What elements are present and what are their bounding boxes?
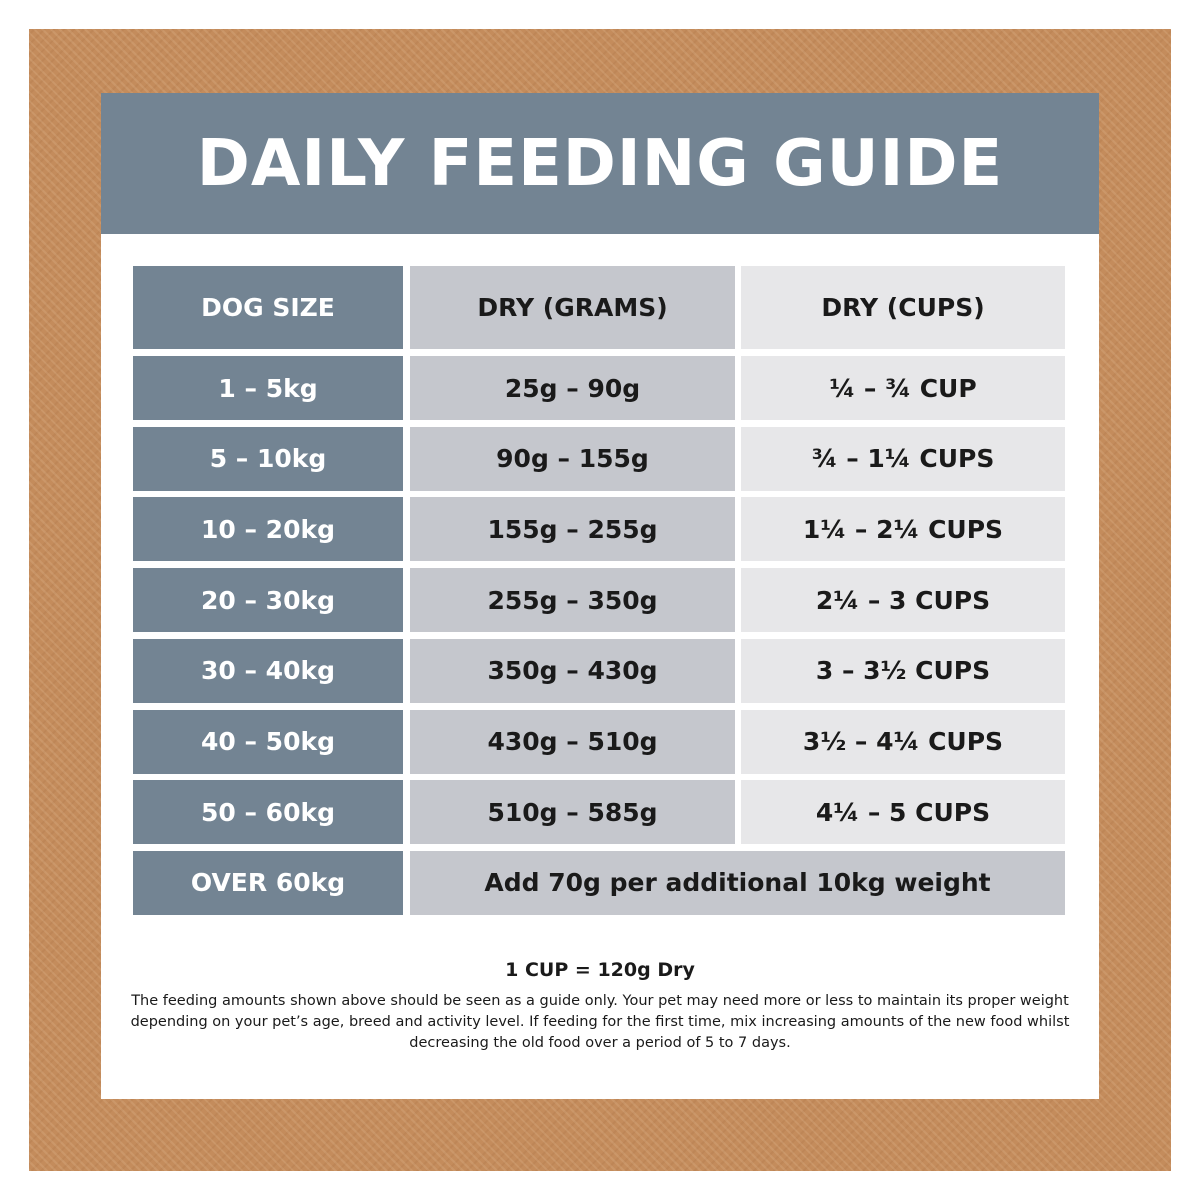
table-cell: 350g – 430g — [410, 638, 735, 703]
header-cell: DRY (GRAMS) — [410, 266, 735, 349]
cup-conversion: 1 CUP = 120g Dry — [505, 959, 695, 981]
table-cell: 2¼ – 3 CUPS — [741, 568, 1065, 633]
table-cell: ¼ – ¾ CUP — [741, 356, 1065, 420]
table-cell: 3 – 3½ CUPS — [741, 638, 1065, 703]
header-cell: DRY (CUPS) — [741, 266, 1065, 349]
table-cell: 155g – 255g — [410, 497, 735, 562]
table-cell: 30 – 40kg — [133, 638, 403, 703]
table-cell: 1¼ – 2¼ CUPS — [741, 497, 1065, 562]
table-cell: ¾ – 1¼ CUPS — [741, 426, 1065, 491]
table-cell: 40 – 50kg — [133, 709, 403, 774]
feeding-guide-panel: DAILY FEEDING GUIDE DOG SIZE DRY (GRAMS) D… — [101, 93, 1099, 1099]
table-cell: Add 70g per additional 10kg weight — [410, 850, 1065, 915]
table-cell: 10 – 20kg — [133, 497, 403, 562]
table-cell: 510g – 585g — [410, 780, 735, 845]
table-cell: 430g – 510g — [410, 709, 735, 774]
table-cell: 20 – 30kg — [133, 568, 403, 633]
header-cell: DOG SIZE — [133, 266, 403, 349]
disclaimer: The feeding amounts shown above should b… — [130, 993, 1070, 1051]
table-cell: 3½ – 4¼ CUPS — [741, 709, 1065, 774]
table-cell: 255g – 350g — [410, 568, 735, 633]
table-cell: 5 – 10kg — [133, 426, 403, 491]
table-cell: 1 – 5kg — [133, 356, 403, 420]
table-cell: 90g – 155g — [410, 426, 735, 491]
table-cell: 50 – 60kg — [133, 780, 403, 845]
table-cell: OVER 60kg — [133, 850, 403, 915]
title-banner: DAILY FEEDING GUIDE — [101, 93, 1099, 234]
table-cell: 4¼ – 5 CUPS — [741, 780, 1065, 845]
page-title: DAILY FEEDING GUIDE — [196, 126, 1004, 201]
table-cell: 25g – 90g — [410, 356, 735, 420]
